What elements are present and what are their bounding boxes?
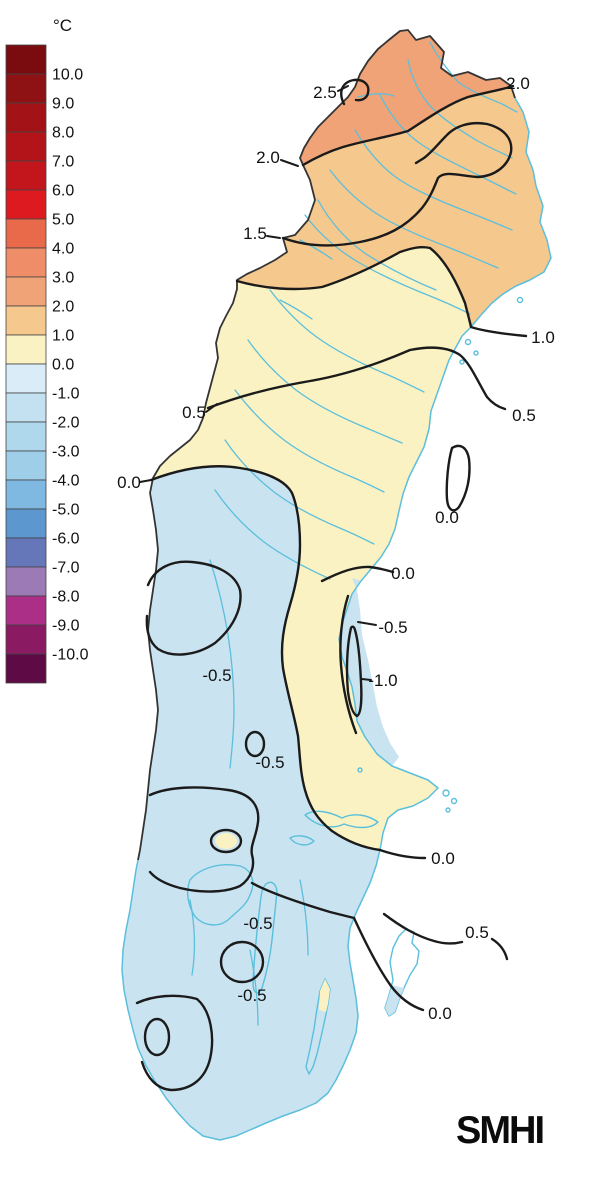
coastline xyxy=(121,97,552,1141)
legend-swatch xyxy=(5,73,47,104)
legend-swatch xyxy=(5,624,47,655)
legend-swatch xyxy=(5,102,47,133)
legend-swatch xyxy=(5,653,47,684)
contour-label: 0.5 xyxy=(182,403,206,422)
legend-swatches xyxy=(5,44,47,684)
smhi-logo: SMHI xyxy=(456,1109,545,1153)
legend-tick-label: 0.0 xyxy=(52,357,74,374)
legend-swatch xyxy=(5,44,47,75)
contour-label: 0.5 xyxy=(512,406,536,425)
legend-tick-label: -4.0 xyxy=(52,473,80,490)
region-band-2-3 xyxy=(300,30,511,165)
legend-swatch xyxy=(5,363,47,394)
legend-tick-label: 8.0 xyxy=(52,125,74,142)
legend-swatch xyxy=(5,421,47,452)
lake-hjalmaren xyxy=(289,835,315,846)
contour-label: 0.0 xyxy=(431,849,455,868)
contour-label: 0.0 xyxy=(435,508,459,527)
legend-tick-label: -9.0 xyxy=(52,618,80,635)
legend-tick-label: 2.0 xyxy=(52,299,74,316)
sweden-map: 2.5 2.0 2.0 1.5 1.0 0.5 0.5 0.0 0.0 0.0 -0.5 -1.0 -0… xyxy=(117,29,555,1141)
island-gotland-south xyxy=(385,985,404,1016)
contour-label: 0.5 xyxy=(465,923,489,942)
contour-lines xyxy=(135,78,528,1092)
contour-label: -0.5 xyxy=(378,618,407,637)
contour-label: 0.0 xyxy=(391,564,415,583)
legend-tick-label: 4.0 xyxy=(52,241,74,258)
legend-swatch xyxy=(5,566,47,597)
contour-label: -0.5 xyxy=(243,914,272,933)
legend-unit-label: °C xyxy=(53,16,72,35)
legend-tick-label: -6.0 xyxy=(52,531,80,548)
legend-swatch xyxy=(5,479,47,510)
legend-swatch xyxy=(5,189,47,220)
contour-label: -0.5 xyxy=(237,986,266,1005)
legend-tick-label: -2.0 xyxy=(52,415,80,432)
legend-tick-label: 10.0 xyxy=(52,67,83,84)
legend-tick-label: 7.0 xyxy=(52,154,74,171)
color-scale-legend: °C 10.0 9.0 8.0 7.0 6.0 5.0 4.0 3.0 2.0 1.0 0.0 -1.… xyxy=(5,16,89,684)
contour-label: 0.0 xyxy=(117,473,141,492)
contour-label: 2.0 xyxy=(256,148,280,167)
legend-swatch xyxy=(5,537,47,568)
contour-label: -1.0 xyxy=(368,671,397,690)
legend-swatch xyxy=(5,131,47,162)
legend-swatch xyxy=(5,334,47,365)
contour-label: 0.0 xyxy=(428,1004,452,1023)
legend-swatch xyxy=(5,160,47,191)
contour-label: -0.5 xyxy=(255,753,284,772)
island-oland-north xyxy=(319,979,330,1012)
island-oland xyxy=(305,978,331,1075)
legend-tick-labels: 10.0 9.0 8.0 7.0 6.0 5.0 4.0 3.0 2.0 1.0 0.0 -1.0 -2… xyxy=(52,67,89,664)
region-coastal-strip xyxy=(339,578,399,766)
contour-label-layer: 2.5 2.0 2.0 1.5 1.0 0.5 0.5 0.0 0.0 0.0 -0.5 -1.0 -0… xyxy=(117,74,555,1023)
legend-tick-label: 9.0 xyxy=(52,96,74,113)
lake-malaren xyxy=(304,810,379,829)
lakes xyxy=(186,810,379,994)
legend-swatch xyxy=(5,276,47,307)
islands xyxy=(357,296,524,813)
legend-swatch xyxy=(5,392,47,423)
legend-tick-label: -7.0 xyxy=(52,560,80,577)
legend-tick-label: -1.0 xyxy=(52,386,80,403)
lake-vanern xyxy=(186,864,254,926)
legend-tick-label: -3.0 xyxy=(52,444,80,461)
contour-label: -0.5 xyxy=(202,666,231,685)
legend-swatch xyxy=(5,450,47,481)
contour-label: 2.5 xyxy=(313,83,337,102)
legend-tick-label: 1.0 xyxy=(52,328,74,345)
legend-tick-label: 6.0 xyxy=(52,183,74,200)
contour-label: 1.5 xyxy=(243,224,267,243)
lake-vattern xyxy=(252,881,278,994)
region-band-1-2 xyxy=(237,86,551,327)
legend-swatch xyxy=(5,508,47,539)
contour-label: 2.0 xyxy=(506,74,530,93)
legend-tick-label: -10.0 xyxy=(52,647,89,664)
legend-swatch xyxy=(5,218,47,249)
legend-tick-label: -8.0 xyxy=(52,589,80,606)
region-yellow-pocket xyxy=(215,833,237,849)
legend-tick-label: -5.0 xyxy=(52,502,80,519)
legend-swatch xyxy=(5,247,47,278)
legend-swatch xyxy=(5,595,47,626)
legend-tick-label: 5.0 xyxy=(52,212,74,229)
legend-tick-label: 3.0 xyxy=(52,270,74,287)
contour-label: 1.0 xyxy=(531,328,555,347)
region-band-m1-0 xyxy=(122,466,380,1140)
legend-swatch xyxy=(5,305,47,336)
